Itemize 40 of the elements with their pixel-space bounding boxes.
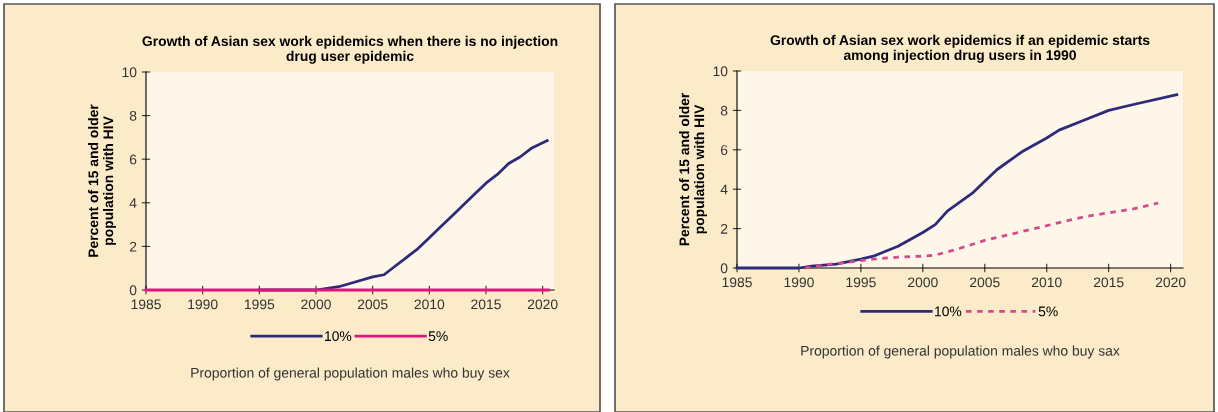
x-tick-label: 1995 (244, 299, 275, 310)
line-series (803, 201, 1160, 270)
y-tick-label: 0 (720, 263, 728, 274)
legend-label: 5% (1038, 306, 1058, 317)
legend-label: 10% (325, 331, 352, 342)
x-tick-label: 1985 (722, 277, 752, 288)
x-tick-label: 2010 (414, 299, 445, 310)
y-tick-label: 6 (129, 154, 137, 165)
y-axis-title: Percent of 15 and older population with HIV (88, 104, 116, 257)
x-tick-label: 1985 (131, 299, 161, 310)
x-tick-label: 2010 (1031, 277, 1062, 288)
y-tick-label: 8 (129, 110, 137, 121)
x-tick-label: 2000 (908, 277, 938, 288)
y-tick-label: 8 (720, 105, 728, 116)
x-tick-label: 2015 (1093, 277, 1124, 288)
y-tick-label: 4 (129, 198, 137, 208)
x-tick-label: 1995 (846, 277, 876, 288)
x-tick-label: 2005 (357, 299, 388, 310)
y-tick-label: 2 (720, 223, 728, 234)
y-tick-label: 10 (122, 67, 137, 78)
x-tick-label: 2005 (970, 277, 1000, 288)
line-series (735, 93, 1179, 270)
chart-title: Growth of Asian sex work epidemics if an epidemic starts among injection drug users in 1990 (770, 34, 1150, 63)
x-tick-label: 1990 (188, 299, 218, 310)
chart-title: Growth of Asian sex work epidemics when there is no injection drug user epidemic (142, 35, 558, 64)
x-axis-title: Proportion of general population males who buy sax (801, 345, 1120, 359)
y-tick-label: 0 (129, 285, 137, 296)
x-tick-label: 1990 (784, 277, 814, 288)
y-axis-title: Percent of 15 and older population with HIV (679, 92, 707, 246)
y-tick-label: 2 (129, 241, 137, 252)
x-axis-title: Proportion of general population males who buy sex (191, 367, 510, 381)
legend-label: 10% (935, 306, 962, 317)
x-tick-label: 2020 (1155, 277, 1186, 288)
y-tick-label: 4 (720, 184, 728, 195)
x-tick-label: 2000 (301, 299, 331, 310)
y-tick-label: 10 (713, 66, 728, 77)
legend-label: 5% (428, 331, 448, 342)
x-tick-label: 2020 (527, 299, 558, 310)
y-tick-label: 6 (720, 145, 728, 155)
x-tick-label: 2015 (471, 299, 501, 310)
